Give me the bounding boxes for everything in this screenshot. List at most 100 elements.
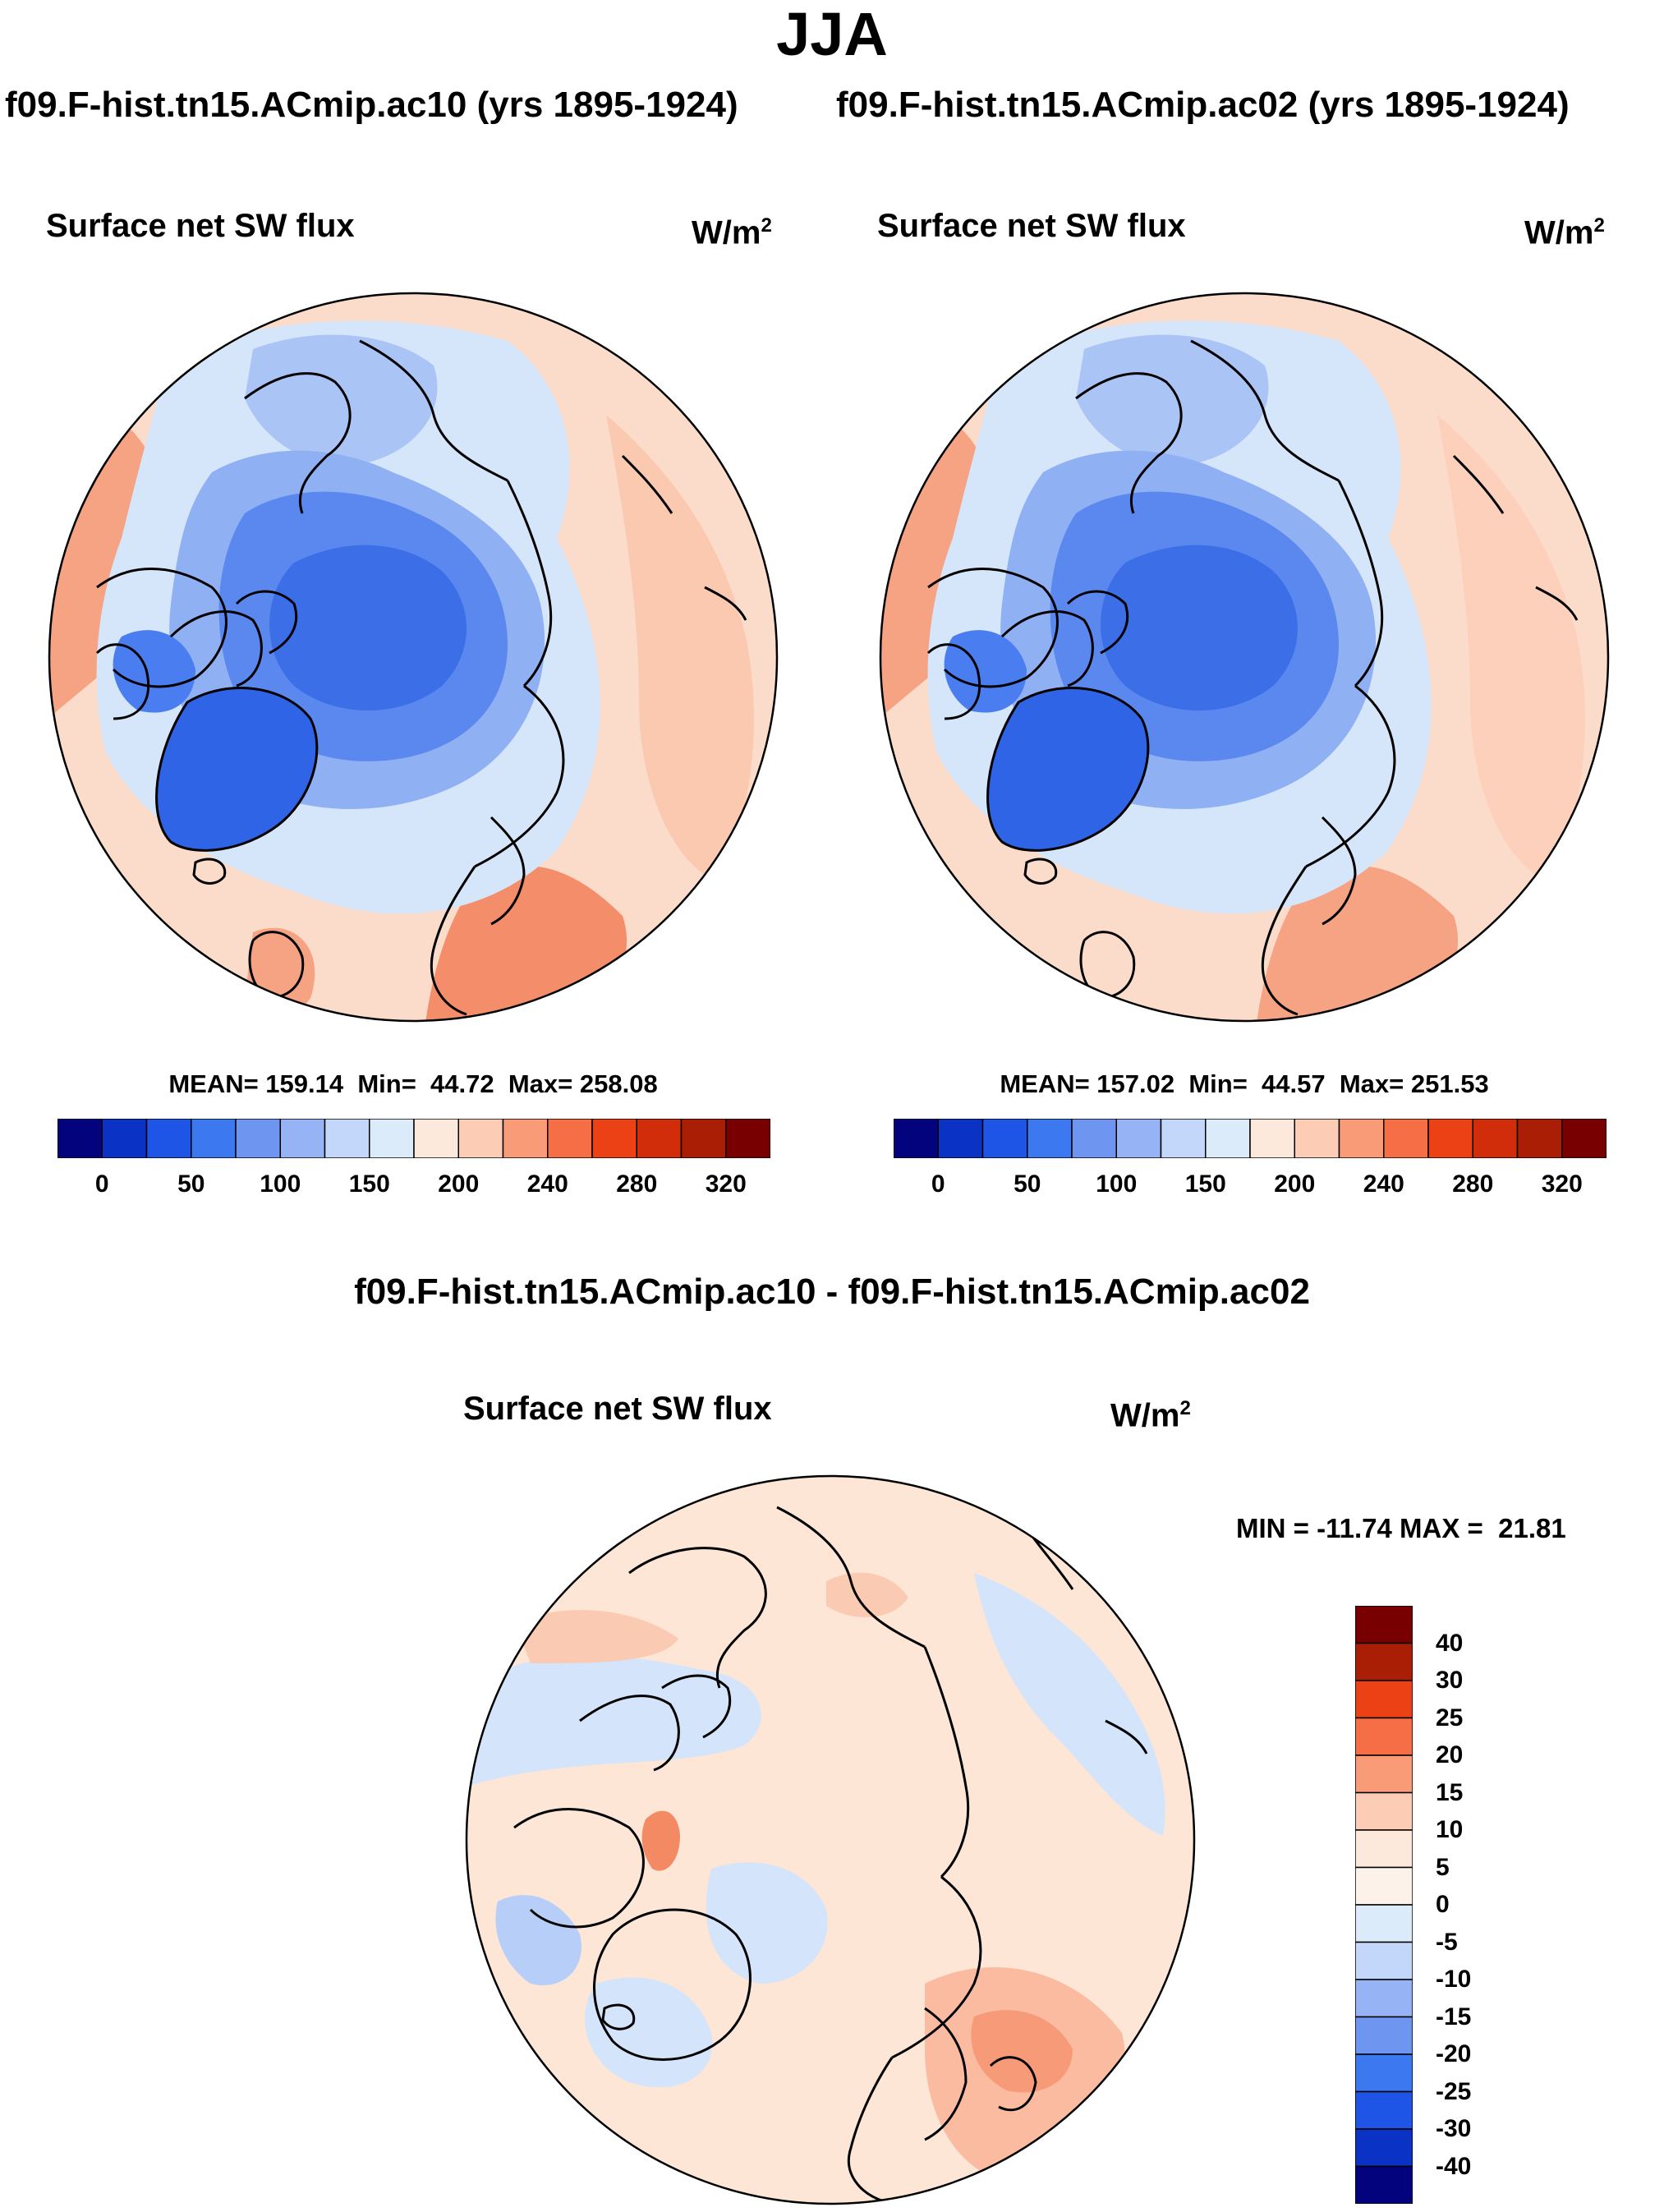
diff-colorbar-tick-label: -15 bbox=[1436, 2003, 1472, 2030]
diff-colorbar-tick-label: 40 bbox=[1436, 1629, 1464, 1657]
right-polar-map bbox=[879, 292, 1610, 1023]
diff-colorbar-box bbox=[1355, 1754, 1413, 1794]
diff-colorbar-tick-label: -25 bbox=[1436, 2077, 1472, 2105]
colorbar-tick-label: 280 bbox=[1452, 1170, 1494, 1198]
colorbar-box bbox=[981, 1119, 1028, 1158]
diff-colorbar-tick-label: 30 bbox=[1436, 1667, 1464, 1694]
colorbar-box bbox=[1071, 1119, 1117, 1158]
colorbar-box bbox=[725, 1119, 770, 1158]
diff-colorbar-box bbox=[1355, 1904, 1413, 1943]
map-boundary bbox=[879, 292, 1610, 1023]
right-stats: MEAN= 157.02 Min= 44.57 Max= 251.53 bbox=[1000, 1069, 1489, 1098]
colorbar-box bbox=[1516, 1119, 1563, 1158]
left-units: W/m2 bbox=[692, 214, 772, 251]
difference-polar-map bbox=[465, 1474, 1196, 2205]
right-colorbar bbox=[894, 1119, 1607, 1158]
diff-colorbar-tick-label: 10 bbox=[1436, 1816, 1464, 1843]
colorbar-box bbox=[279, 1119, 326, 1158]
difference-colorbar bbox=[1355, 1606, 1413, 2204]
colorbar-box bbox=[547, 1119, 593, 1158]
diff-colorbar-box bbox=[1355, 1642, 1413, 1681]
diff-colorbar-box bbox=[1355, 1979, 1413, 2018]
diff-colorbar-box bbox=[1355, 1866, 1413, 1906]
colorbar-box bbox=[191, 1119, 237, 1158]
diff-units: W/m2 bbox=[1110, 1397, 1191, 1434]
left-colorbar bbox=[57, 1119, 770, 1158]
colorbar-box bbox=[1249, 1119, 1295, 1158]
colorbar-box bbox=[636, 1119, 683, 1158]
colorbar-tick-label: 320 bbox=[705, 1170, 747, 1198]
left-variable-title: Surface net SW flux bbox=[46, 208, 355, 244]
diff-colorbar-tick-label: 20 bbox=[1436, 1741, 1464, 1768]
colorbar-box bbox=[502, 1119, 549, 1158]
colorbar-box bbox=[145, 1119, 192, 1158]
left-stats: MEAN= 159.14 Min= 44.72 Max= 258.08 bbox=[168, 1069, 658, 1098]
colorbar-box bbox=[57, 1119, 103, 1158]
left-case-title: f09.F-hist.tn15.ACmip.ac10 (yrs 1895-192… bbox=[5, 85, 738, 125]
colorbar-tick-label: 200 bbox=[438, 1170, 480, 1198]
colorbar-box bbox=[1205, 1119, 1251, 1158]
diff-colorbar-tick-label: 25 bbox=[1436, 1704, 1464, 1731]
colorbar-box bbox=[1027, 1119, 1073, 1158]
colorbar-box bbox=[1338, 1119, 1385, 1158]
diff-colorbar-box bbox=[1355, 2165, 1413, 2204]
diff-warm-north bbox=[514, 1610, 678, 1663]
coastlines bbox=[926, 339, 1579, 1016]
diff-colorbar-box bbox=[1355, 1791, 1413, 1831]
colorbar-tick-label: 150 bbox=[1184, 1170, 1226, 1198]
diff-blue-east bbox=[974, 1573, 1165, 1836]
diff-colorbar-box bbox=[1355, 2128, 1413, 2168]
colorbar-tick-label: 280 bbox=[616, 1170, 658, 1198]
diff-colorbar-tick-label: -20 bbox=[1436, 2040, 1472, 2067]
diff-variable-title: Surface net SW flux bbox=[463, 1391, 772, 1427]
diff-colorbar-tick-label: -40 bbox=[1436, 2152, 1472, 2180]
right-units: W/m2 bbox=[1524, 214, 1605, 251]
colorbar-tick-label: 100 bbox=[1096, 1170, 1138, 1198]
colorbar-box bbox=[101, 1119, 148, 1158]
colorbar-tick-label: 0 bbox=[931, 1170, 945, 1198]
diff-colorbar-tick-label: -30 bbox=[1436, 2115, 1472, 2142]
colorbar-tick-label: 240 bbox=[1363, 1170, 1404, 1198]
colorbar-box bbox=[1160, 1119, 1207, 1158]
diff-colorbar-tick-label: 15 bbox=[1436, 1778, 1464, 1806]
colorbar-box bbox=[1294, 1119, 1340, 1158]
colorbar-tick-label: 320 bbox=[1541, 1170, 1583, 1198]
colorbar-box bbox=[1115, 1119, 1162, 1158]
diff-colorbar-tick-label: 0 bbox=[1436, 1891, 1450, 1918]
colorbar-box bbox=[324, 1119, 370, 1158]
right-case-title: f09.F-hist.tn15.ACmip.ac02 (yrs 1895-192… bbox=[836, 85, 1570, 125]
map-boundary bbox=[465, 1474, 1196, 2205]
diff-colorbar-tick-label: 5 bbox=[1436, 1853, 1450, 1881]
colorbar-tick-label: 50 bbox=[177, 1170, 205, 1198]
colorbar-tick-label: 240 bbox=[526, 1170, 568, 1198]
diff-colorbar-box bbox=[1355, 2016, 1413, 2055]
diff-colorbar-box bbox=[1355, 1941, 1413, 1980]
diff-blue-west bbox=[467, 1655, 761, 1787]
colorbar-box bbox=[1383, 1119, 1429, 1158]
colorbar-box bbox=[680, 1119, 727, 1158]
warm-region-east bbox=[606, 415, 754, 883]
diff-colorbar-box bbox=[1355, 1717, 1413, 1756]
diff-colorbar-tick-label: -10 bbox=[1436, 1966, 1472, 1993]
arctic-core-blue bbox=[269, 545, 467, 711]
colorbar-box bbox=[413, 1119, 459, 1158]
coastlines bbox=[95, 339, 747, 1016]
diff-colorbar-box bbox=[1355, 1606, 1413, 1644]
colorbar-tick-label: 0 bbox=[94, 1170, 109, 1198]
figure-title: JJA bbox=[776, 0, 888, 68]
diff-colorbar-tick-label: -5 bbox=[1436, 1928, 1458, 1956]
colorbar-tick-label: 100 bbox=[260, 1170, 301, 1198]
colorbar-box bbox=[1561, 1119, 1607, 1158]
colorbar-box bbox=[937, 1119, 984, 1158]
diff-colorbar-box bbox=[1355, 1680, 1413, 1719]
colorbar-tick-label: 200 bbox=[1274, 1170, 1316, 1198]
colorbar-box bbox=[1427, 1119, 1473, 1158]
colorbar-box bbox=[369, 1119, 415, 1158]
coastlines bbox=[513, 1506, 1148, 2203]
diff-colorbar-box bbox=[1355, 1829, 1413, 1869]
map-boundary bbox=[48, 292, 779, 1023]
colorbar-box bbox=[235, 1119, 281, 1158]
diff-colorbar-box bbox=[1355, 2090, 1413, 2130]
colorbar-box bbox=[457, 1119, 504, 1158]
diff-colorbar-box bbox=[1355, 2053, 1413, 2093]
